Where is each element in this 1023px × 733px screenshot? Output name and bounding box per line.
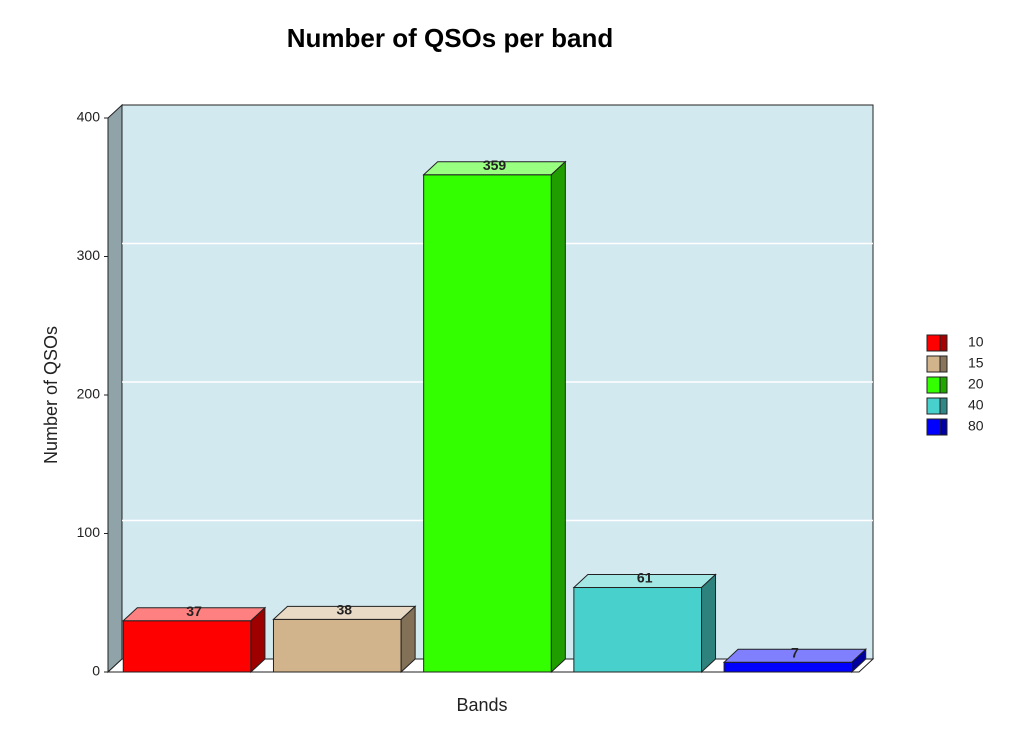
legend-label: 15 bbox=[968, 355, 984, 371]
legend-swatch-shade bbox=[939, 397, 948, 415]
value-label: 37 bbox=[186, 603, 202, 619]
legend-swatch-shade bbox=[939, 334, 948, 352]
value-label: 61 bbox=[637, 570, 653, 586]
bar-side bbox=[851, 648, 867, 674]
legend-swatch-shade bbox=[939, 376, 948, 394]
bar-group bbox=[121, 606, 267, 674]
legend-label: 20 bbox=[968, 376, 984, 392]
bar bbox=[723, 661, 853, 673]
bar-side bbox=[550, 160, 566, 674]
legend-swatch-shade bbox=[939, 355, 948, 373]
y-tick-label: 100 bbox=[77, 524, 101, 540]
y-tick-label: 0 bbox=[92, 663, 100, 679]
bar bbox=[122, 620, 252, 673]
y-tick-label: 400 bbox=[77, 109, 101, 125]
legend-label: 40 bbox=[968, 397, 984, 413]
bar-side bbox=[701, 573, 717, 674]
x-axis-label: Bands bbox=[456, 695, 507, 715]
bar bbox=[573, 587, 703, 673]
side-wall bbox=[107, 103, 123, 674]
value-label: 359 bbox=[483, 157, 507, 173]
bar-group bbox=[272, 605, 417, 674]
bar-group bbox=[722, 648, 868, 674]
y-axis-label: Number of QSOs bbox=[41, 326, 61, 464]
y-tick-label: 200 bbox=[77, 386, 101, 402]
bar bbox=[272, 618, 402, 673]
bar-group bbox=[422, 160, 567, 674]
bar-side bbox=[400, 605, 416, 674]
bar bbox=[423, 174, 552, 673]
y-tick-label: 300 bbox=[77, 247, 101, 263]
chart-title: Number of QSOs per band bbox=[287, 23, 614, 53]
bar-group bbox=[572, 573, 717, 674]
legend-swatch-shade bbox=[939, 418, 948, 436]
legend-label: 80 bbox=[968, 418, 984, 434]
legend-label: 10 bbox=[968, 334, 984, 350]
bar-side bbox=[250, 606, 266, 674]
value-label: 7 bbox=[791, 645, 799, 661]
value-label: 38 bbox=[337, 602, 353, 618]
